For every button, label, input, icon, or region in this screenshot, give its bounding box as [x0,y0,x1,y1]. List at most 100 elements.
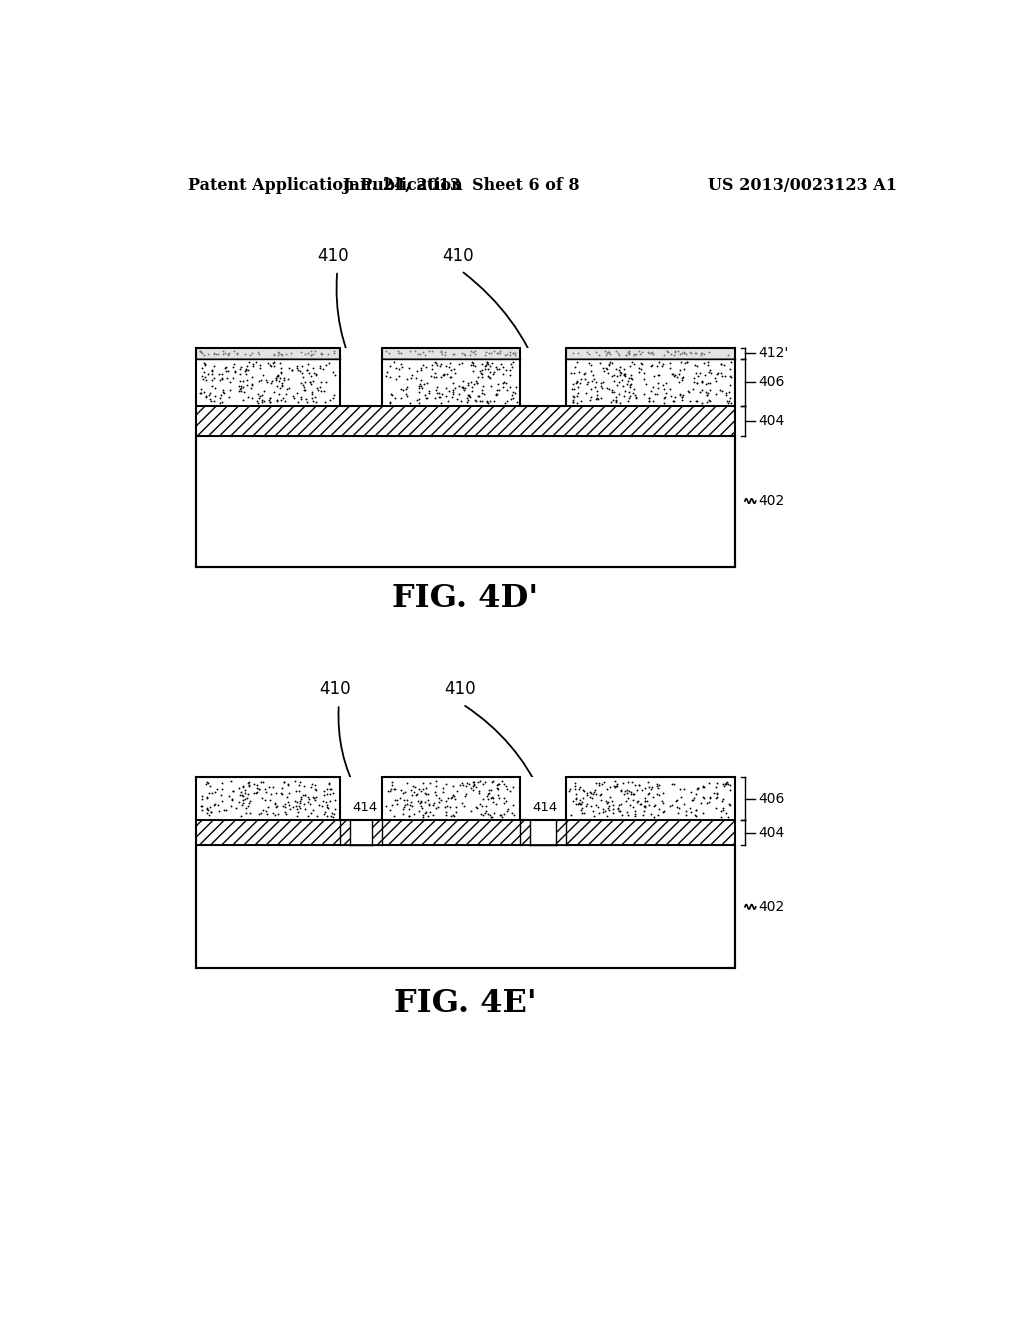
Point [216,381,232,403]
Point [686,354,702,375]
Point [471,780,487,801]
Point [581,343,597,364]
Point [216,800,232,821]
Point [207,781,223,803]
Point [565,385,582,407]
Point [643,779,659,800]
Point [488,793,505,814]
Point [662,796,678,817]
Point [613,370,630,391]
Point [636,788,652,809]
Point [403,364,420,385]
Point [468,777,484,799]
Point [244,367,260,388]
Point [461,384,477,405]
Point [495,364,511,385]
Point [674,387,690,408]
Point [312,371,329,392]
Point [684,789,700,810]
Point [485,788,502,809]
Point [480,359,497,380]
Point [307,341,324,362]
Point [269,364,286,385]
Point [232,781,249,803]
Point [480,367,497,388]
Point [686,788,702,809]
Point [317,392,334,413]
Point [591,803,607,824]
Point [418,777,434,799]
Point [410,783,426,804]
Point [608,341,625,362]
Point [594,774,610,795]
Point [621,388,637,409]
Point [237,779,253,800]
Point [322,772,338,793]
Point [692,363,709,384]
Point [698,792,715,813]
Point [579,785,595,807]
Point [382,392,398,413]
Point [718,772,734,793]
Point [319,795,336,816]
Point [269,366,286,387]
Point [305,800,322,821]
Point [460,375,476,396]
Point [500,799,516,820]
Point [480,342,497,363]
Point [486,391,503,412]
Point [466,774,482,795]
Point [718,381,734,403]
Point [460,372,476,393]
Point [433,354,450,375]
Point [441,352,458,374]
Point [242,789,258,810]
Point [308,364,325,385]
Point [442,366,459,387]
Bar [372,820,382,845]
Point [397,384,414,405]
Point [402,392,419,413]
Point [569,371,586,392]
Point [667,341,683,362]
Point [203,391,219,412]
Point [255,771,271,792]
Bar [349,820,372,845]
Point [199,797,215,818]
Point [693,792,710,813]
Point [293,342,309,363]
Point [435,363,452,384]
Point [428,785,444,807]
Bar [197,359,340,407]
Point [443,359,460,380]
Point [465,776,481,797]
Point [565,343,582,364]
Point [307,392,324,413]
Point [717,366,733,387]
Point [199,787,215,808]
Point [232,379,249,400]
Point [232,376,249,397]
Bar [197,407,735,436]
Point [577,363,593,384]
Point [414,378,430,399]
Point [608,391,625,412]
Point [597,341,613,362]
Point [311,355,328,376]
Point [273,356,290,378]
Point [295,367,311,388]
Point [709,783,725,804]
Point [245,355,261,376]
Point [257,370,273,391]
Point [607,776,624,797]
Point [317,372,334,393]
Text: 406: 406 [758,375,784,389]
Point [214,772,230,793]
Point [418,356,434,378]
Point [709,772,725,793]
Point [258,800,274,821]
Point [279,384,295,405]
Point [213,384,229,405]
Point [601,354,617,375]
Point [698,384,715,405]
